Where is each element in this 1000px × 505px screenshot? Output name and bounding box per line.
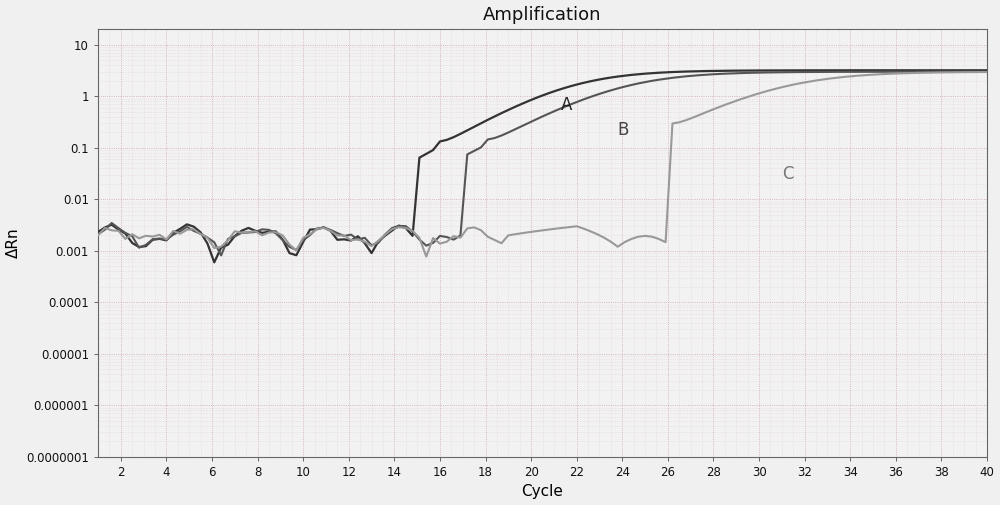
X-axis label: Cycle: Cycle <box>522 484 563 499</box>
Text: B: B <box>618 121 629 139</box>
Text: C: C <box>782 165 793 183</box>
Y-axis label: ΔRn: ΔRn <box>6 228 21 259</box>
Title: Amplification: Amplification <box>483 6 602 24</box>
Text: A: A <box>561 95 572 114</box>
